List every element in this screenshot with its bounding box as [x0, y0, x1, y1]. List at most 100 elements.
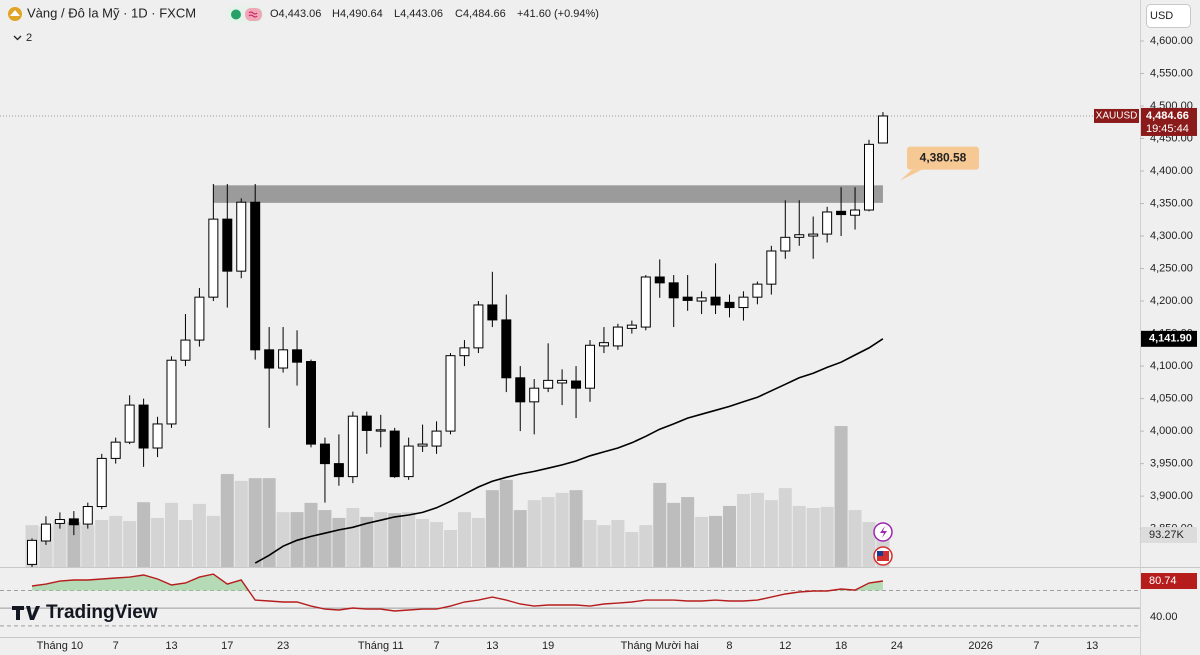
indicator-count[interactable]: 2 — [26, 32, 32, 44]
logo-text: TradingView — [46, 602, 158, 623]
ma-badge — [1141, 330, 1197, 347]
candle-body — [389, 430, 400, 478]
candle-body — [250, 201, 261, 351]
rsi-pane — [0, 573, 1140, 627]
volume-bar — [527, 500, 541, 567]
callout-box — [907, 146, 979, 170]
candle-body — [668, 282, 679, 299]
rsi-tick-label: 40.00 — [1150, 611, 1178, 623]
volume-bar — [639, 525, 653, 567]
candle-body — [194, 296, 205, 341]
y-tick-label: 4,550.00 — [1150, 67, 1193, 79]
volume-bar — [95, 520, 109, 567]
candle-body — [278, 349, 289, 369]
candle-body — [124, 404, 135, 443]
candle-body — [584, 344, 595, 389]
x-tick-label: 23 — [277, 640, 289, 652]
y-tick-label: 4,050.00 — [1150, 392, 1193, 404]
volume-bar — [165, 502, 179, 567]
volume-bar — [513, 510, 527, 567]
moving-average — [254, 338, 884, 564]
candle-body — [808, 233, 819, 237]
candle-body — [836, 210, 847, 216]
volume-bar — [569, 490, 583, 567]
event-icon — [880, 526, 887, 538]
candle-body — [724, 301, 735, 309]
y-tick-label: 3,900.00 — [1150, 490, 1193, 502]
volume-bar — [318, 510, 332, 567]
candle-body — [445, 355, 456, 432]
candle-body — [598, 342, 609, 347]
volume-bar — [485, 490, 499, 567]
candle-body — [375, 429, 386, 432]
collapse-chevron[interactable] — [13, 35, 22, 41]
y-tick-label: 4,200.00 — [1150, 295, 1193, 307]
volume-bar — [234, 480, 248, 567]
volume-bar — [304, 502, 318, 567]
volume-bar — [81, 525, 95, 567]
x-tick-label: 19 — [542, 640, 554, 652]
volume-bar — [137, 502, 151, 567]
y-tick-label: 4,250.00 — [1150, 262, 1193, 274]
candle-body — [515, 377, 526, 403]
volume-bar — [806, 508, 820, 567]
volume-bar — [597, 525, 611, 567]
candle-body — [794, 234, 805, 238]
x-tick-label: 13 — [165, 640, 177, 652]
volume-bar — [360, 516, 374, 567]
volume-bar — [820, 506, 834, 567]
rsi-line — [31, 573, 883, 612]
volume-bar — [443, 529, 457, 567]
ohlc-change: +41.60 (+0.94%) — [517, 8, 599, 20]
x-tick-label: 13 — [1086, 640, 1098, 652]
candle-body — [333, 463, 344, 478]
volume-bar — [374, 512, 388, 567]
y-tick-label: 4,100.00 — [1150, 360, 1193, 372]
volume-bar — [220, 474, 234, 567]
logo-mark — [12, 606, 40, 620]
y-tick-label: 4,300.00 — [1150, 230, 1193, 242]
status-icon — [248, 11, 258, 18]
ohlc-close: C4,484.66 — [455, 8, 506, 20]
y-tick-label: 4,000.00 — [1150, 425, 1193, 437]
x-tick-label: Tháng 11 — [358, 640, 404, 652]
candle-body — [766, 250, 777, 285]
volume-bar — [471, 517, 485, 567]
candle-body — [640, 276, 651, 328]
volume-bar — [611, 520, 625, 567]
candle-body — [571, 380, 582, 389]
callout-pointer — [900, 169, 922, 181]
x-tick-label: 2026 — [968, 640, 992, 652]
currency-button[interactable] — [1146, 4, 1191, 28]
candle-body — [501, 319, 512, 379]
candle-body — [682, 296, 693, 301]
y-tick-label: 4,350.00 — [1150, 197, 1193, 209]
currency-label[interactable]: USD — [1150, 10, 1173, 22]
price-pane — [0, 112, 1140, 567]
volume-bar — [764, 500, 778, 567]
candle-body — [27, 539, 38, 565]
price-badge-label: 4,484.66 — [1146, 110, 1189, 122]
price-badge — [1141, 107, 1197, 136]
volume-bar — [457, 512, 471, 567]
candle-body — [696, 297, 707, 302]
status-dot — [231, 9, 241, 20]
callout-label: 4,380.58 — [920, 150, 967, 164]
volume-bar — [402, 512, 416, 567]
volume-bar — [541, 497, 555, 567]
x-tick-label: 8 — [726, 640, 732, 652]
candle-body — [459, 347, 470, 357]
candle-body — [822, 211, 833, 235]
candle-body — [654, 276, 665, 284]
volume-bar — [416, 518, 430, 567]
candle-body — [264, 349, 275, 369]
resistance-zone — [213, 185, 883, 203]
volume-bar — [53, 520, 67, 567]
candle-body — [557, 379, 568, 384]
candle-body — [361, 415, 372, 431]
volume-badge — [1141, 527, 1197, 544]
volume-bar — [276, 512, 290, 567]
candle-body — [543, 379, 554, 389]
rsi-badge — [1141, 573, 1197, 590]
